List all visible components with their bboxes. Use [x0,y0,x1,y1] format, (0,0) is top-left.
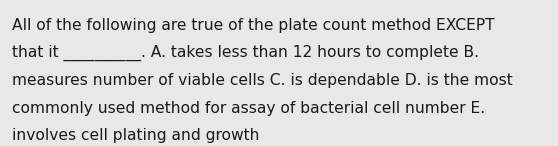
Text: All of the following are true of the plate count method EXCEPT: All of the following are true of the pla… [12,18,495,33]
Text: involves cell plating and growth: involves cell plating and growth [12,128,260,144]
Text: measures number of viable cells C. is dependable D. is the most: measures number of viable cells C. is de… [12,73,513,88]
Text: commonly used method for assay of bacterial cell number E.: commonly used method for assay of bacter… [12,101,485,116]
Text: that it __________. A. takes less than 12 hours to complete B.: that it __________. A. takes less than 1… [12,45,479,61]
